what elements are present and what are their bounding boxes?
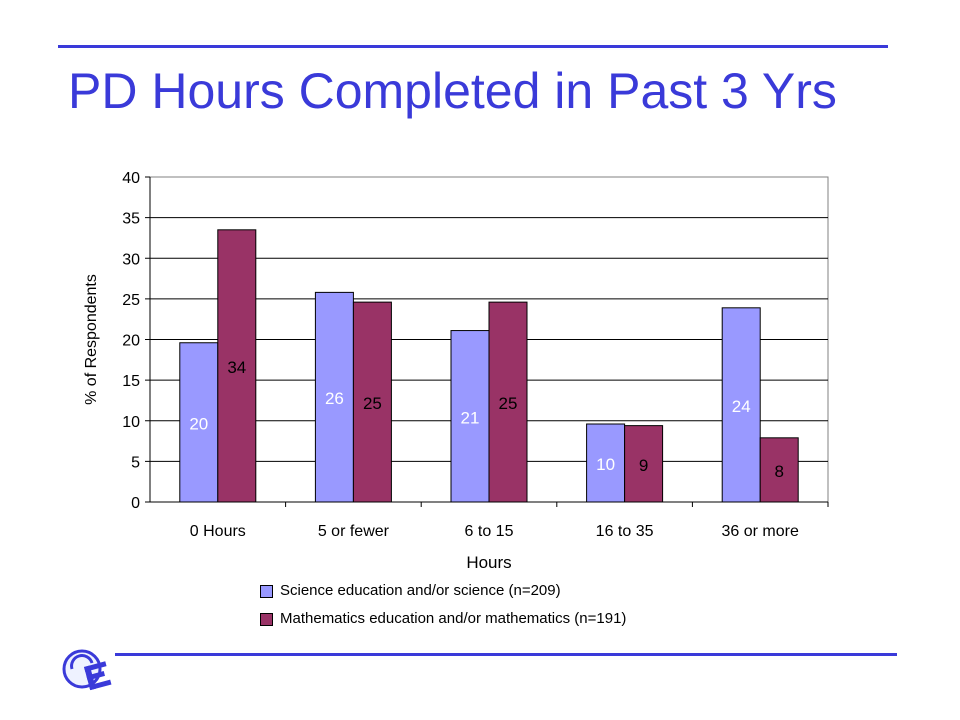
data-label: 24 bbox=[732, 397, 751, 416]
y-tick-label: 25 bbox=[122, 292, 140, 309]
legend-label-mathematics: Mathematics education and/or mathematics… bbox=[280, 610, 627, 627]
legend-label-science: Science education and/or science (n=209) bbox=[280, 582, 561, 599]
top-rule bbox=[58, 45, 888, 48]
x-axis-title: Hours bbox=[466, 553, 511, 572]
y-tick-label: 10 bbox=[122, 414, 140, 431]
bar bbox=[488, 301, 528, 503]
y-tick-label: 30 bbox=[122, 251, 140, 268]
y-tick-label: 5 bbox=[131, 454, 140, 471]
bar bbox=[586, 423, 626, 503]
circle-e-logo-icon bbox=[62, 649, 112, 691]
y-axis-title: % of Respondents bbox=[83, 274, 100, 405]
data-label: 34 bbox=[227, 358, 246, 377]
x-tick-label: 0 Hours bbox=[190, 523, 246, 540]
bar bbox=[721, 307, 761, 503]
bar bbox=[179, 342, 219, 503]
y-tick-label: 15 bbox=[122, 373, 140, 390]
y-tick-label: 0 bbox=[131, 495, 140, 512]
slide-title: PD Hours Completed in Past 3 Yrs bbox=[68, 63, 837, 119]
bar bbox=[217, 229, 257, 503]
x-tick-label: 6 to 15 bbox=[465, 523, 514, 540]
y-tick-label: 35 bbox=[122, 211, 140, 228]
bar bbox=[759, 437, 799, 503]
data-label: 26 bbox=[325, 389, 344, 408]
data-label: 8 bbox=[774, 462, 783, 481]
data-label: 9 bbox=[639, 456, 648, 475]
x-tick-label: 16 to 35 bbox=[596, 523, 654, 540]
bar bbox=[450, 330, 490, 503]
y-tick-label: 40 bbox=[122, 170, 140, 187]
data-label: 25 bbox=[363, 394, 382, 413]
chart-legend: Science education and/or science (n=209)… bbox=[250, 573, 710, 635]
y-tick-label: 20 bbox=[122, 333, 140, 350]
legend-swatch-science bbox=[260, 585, 273, 598]
bar bbox=[314, 291, 354, 503]
data-label: 10 bbox=[596, 455, 615, 474]
x-tick-label: 5 or fewer bbox=[318, 523, 390, 540]
x-tick-label: 36 or more bbox=[722, 523, 799, 540]
data-label: 20 bbox=[189, 414, 208, 433]
data-label: 25 bbox=[499, 394, 518, 413]
legend-swatch-mathematics bbox=[260, 613, 273, 626]
bar bbox=[352, 301, 392, 503]
data-label: 21 bbox=[461, 408, 480, 427]
bottom-rule bbox=[115, 653, 897, 656]
bar bbox=[624, 425, 664, 503]
